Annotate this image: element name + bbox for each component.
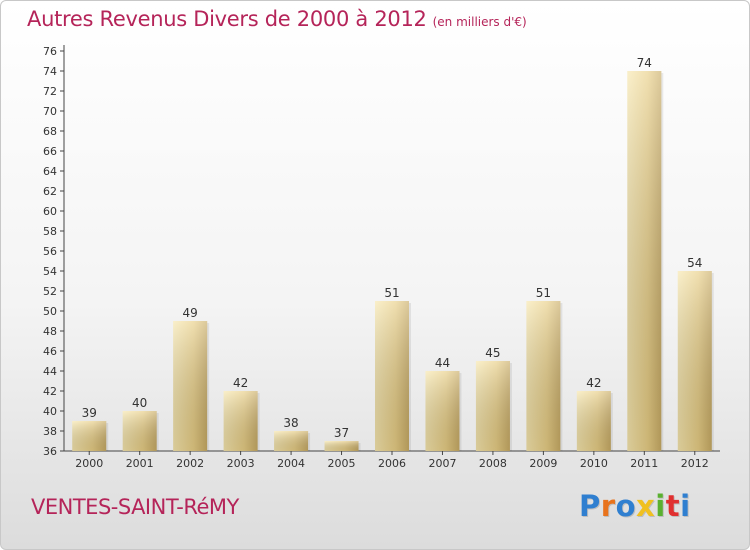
proxiti-logo: Proxiti	[579, 489, 691, 523]
logo-letter: P	[579, 489, 601, 523]
x-tick-label: 2008	[479, 457, 507, 470]
bar-value-label: 42	[233, 376, 248, 390]
x-tick-label: 2012	[681, 457, 709, 470]
y-tick-label: 48	[43, 325, 57, 338]
bar-value-label: 49	[183, 306, 198, 320]
bar-shade	[677, 271, 712, 451]
y-tick-label: 62	[43, 185, 57, 198]
logo-letter: x	[636, 489, 656, 523]
bar-shade	[475, 361, 510, 451]
logo-letter: t	[665, 489, 681, 523]
logo-letter: i	[680, 489, 691, 523]
y-tick-label: 58	[43, 225, 57, 238]
bar-shade	[576, 391, 611, 451]
y-tick-label: 64	[43, 165, 57, 178]
bar-value-label: 54	[687, 256, 702, 270]
bar-value-label: 45	[485, 346, 500, 360]
y-tick-label: 44	[43, 365, 57, 378]
logo-letter: r	[600, 489, 616, 523]
y-tick-label: 72	[43, 85, 57, 98]
bar-shade	[223, 391, 258, 451]
x-tick-label: 2007	[428, 457, 456, 470]
x-tick-label: 2009	[529, 457, 557, 470]
chart-bars	[72, 71, 714, 451]
y-tick-label: 42	[43, 385, 57, 398]
bar-shade	[72, 421, 107, 451]
y-tick-label: 68	[43, 125, 57, 138]
bar-shade	[173, 321, 208, 451]
x-tick-label: 2003	[227, 457, 255, 470]
x-tick-label: 2010	[580, 457, 608, 470]
bar-shade	[375, 301, 409, 451]
x-tick-label: 2004	[277, 457, 305, 470]
x-tick-label: 2001	[126, 457, 154, 470]
chart-title: Autres Revenus Divers de 2000 à 2012	[27, 7, 427, 31]
y-tick-label: 40	[43, 405, 57, 418]
bar-value-label: 39	[82, 406, 97, 420]
bar-shade	[324, 441, 359, 451]
bar-value-label: 51	[536, 286, 551, 300]
y-tick-label: 66	[43, 145, 57, 158]
bar-value-label: 38	[283, 416, 298, 430]
x-tick-label: 2006	[378, 457, 406, 470]
y-tick-label: 76	[43, 45, 57, 58]
bar-shade	[122, 411, 157, 451]
bar-value-label: 40	[132, 396, 147, 410]
y-tick-label: 56	[43, 245, 57, 258]
y-tick-label: 36	[43, 445, 57, 458]
y-tick-label: 46	[43, 345, 57, 358]
x-tick-label: 2002	[176, 457, 204, 470]
x-tick-label: 2005	[328, 457, 356, 470]
y-tick-label: 70	[43, 105, 57, 118]
y-tick-label: 50	[43, 305, 57, 318]
bar-shade	[627, 71, 662, 451]
y-tick-label: 38	[43, 425, 57, 438]
bar-value-label: 44	[435, 356, 450, 370]
bar-shade	[425, 371, 460, 451]
bar-shade	[274, 431, 309, 451]
chart-unit: (en milliers d'€)	[432, 15, 527, 29]
y-tick-label: 54	[43, 265, 57, 278]
logo-letter: i	[655, 489, 666, 523]
commune-name: VENTES-SAINT-RéMY	[31, 495, 239, 519]
bar-value-label: 37	[334, 426, 349, 440]
logo-letter: o	[615, 489, 637, 523]
chart-title-block: Autres Revenus Divers de 2000 à 2012 (en …	[27, 7, 527, 31]
bar-shade	[526, 301, 561, 451]
y-tick-label: 52	[43, 285, 57, 298]
chart-labels: 36 38 40 42 44 46 48 50 52 54 56 58 60 62 64 66 68 70 72 74…	[43, 45, 709, 470]
bar-value-label: 51	[384, 286, 399, 300]
x-tick-label: 2000	[75, 457, 103, 470]
bar-value-label: 42	[586, 376, 601, 390]
bar-value-label: 74	[637, 56, 652, 70]
x-tick-label: 2011	[630, 457, 658, 470]
y-tick-label: 74	[43, 65, 57, 78]
y-tick-label: 60	[43, 205, 57, 218]
